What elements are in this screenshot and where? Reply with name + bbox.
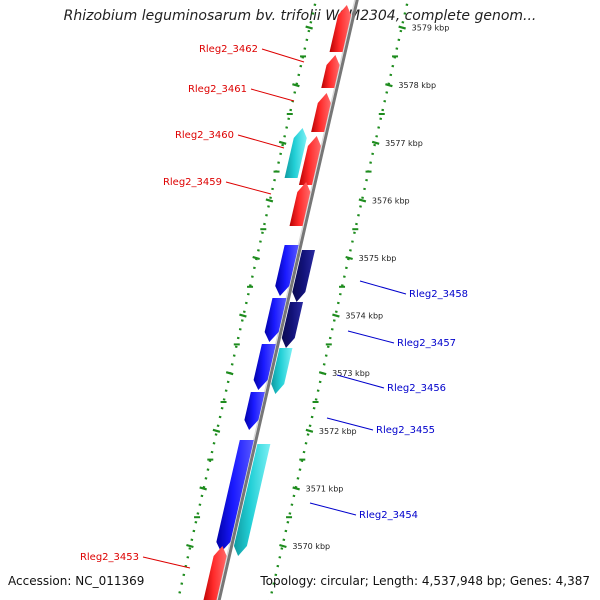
label-leader-line: [250, 88, 295, 102]
gene-label: Rleg2_3457: [397, 338, 456, 349]
scale-tick: [385, 83, 393, 88]
scale-tick-label: 3571 kbp: [306, 484, 344, 493]
scale-tick-label: 3576 kbp: [372, 196, 410, 205]
gene-rleg2-3461: [321, 55, 340, 88]
scale-tick: [318, 371, 327, 376]
gene-rleg2-3459: [289, 182, 311, 226]
gene-rleg2-3455: [244, 392, 265, 430]
gene-label: Rleg2_3460: [175, 130, 234, 141]
gene-label: Rleg2_3456: [387, 383, 446, 394]
gene-label: Rleg2_3453: [80, 552, 139, 563]
gene-rleg2-3458: [292, 250, 315, 302]
scale-tick: [332, 313, 340, 318]
gene-rleg2-3462: [329, 5, 352, 52]
gene-label: Rleg2_3461: [188, 84, 247, 95]
scale-tick-label: 3574 kbp: [345, 312, 383, 321]
scale-tick: [358, 198, 367, 203]
scale-tick-label: 3578 kbp: [398, 81, 436, 90]
scale-tick-label: 3577 kbp: [385, 139, 423, 148]
gene-rleg2-3454: [233, 444, 271, 556]
accession-text: Accession: NC_011369: [8, 574, 145, 588]
label-leader-line: [347, 330, 395, 344]
scale-tick: [186, 543, 194, 549]
gene-cyan-upper: [284, 128, 307, 178]
scale-tick: [292, 83, 300, 88]
scale-tick: [199, 486, 207, 491]
scale-tick-label: 3579 kbp: [412, 24, 450, 33]
backbone-line: [217, 0, 359, 600]
label-leader-line: [142, 556, 191, 569]
gene-blue-2: [264, 298, 287, 342]
scale-tick: [252, 255, 260, 261]
label-leader-line: [336, 374, 385, 389]
label-leader-line: [326, 417, 374, 431]
scale-tick: [279, 543, 287, 549]
scale-tick: [305, 428, 314, 433]
scale-tick: [225, 371, 234, 376]
gene-rleg2-3456: [253, 344, 276, 390]
topology-text: Topology: circular; Length: 4,537,948 bp…: [260, 574, 590, 588]
map-title: Rhizobium leguminosarum bv. trifolii WSM…: [63, 8, 537, 24]
scale-tick-label: 3575 kbp: [359, 254, 397, 263]
scale-tick-label: 3573 kbp: [332, 369, 370, 378]
scale-tick: [371, 140, 380, 145]
gene-label: Rleg2_3454: [359, 510, 418, 521]
scale-tick: [239, 313, 247, 318]
gene-blue-3: [216, 440, 254, 552]
label-leader-line: [261, 48, 305, 63]
gene-label: Rleg2_3455: [376, 425, 435, 436]
label-leader-line: [359, 280, 407, 295]
scale-tick: [265, 198, 274, 203]
scale-tick-label: 3570 kbp: [292, 542, 330, 551]
gene-rleg2-3457: [281, 302, 304, 348]
gene-label: Rleg2_3458: [409, 289, 468, 300]
scale-tick: [305, 25, 313, 30]
scale-tick: [345, 255, 353, 261]
gene-blue-1: [275, 245, 299, 296]
label-leader-line: [309, 502, 357, 516]
gene-rleg2-3453: [203, 546, 227, 600]
gene-rleg2-3460-a: [311, 93, 331, 132]
scale-tick: [278, 140, 287, 145]
scale-tick-label: 3572 kbp: [319, 427, 357, 436]
label-leader-line: [237, 134, 285, 149]
gene-label: Rleg2_3459: [163, 177, 222, 188]
gene-label: Rleg2_3462: [199, 44, 258, 55]
scale-tick: [212, 428, 221, 433]
scale-tick: [398, 25, 406, 30]
scale-tick: [292, 486, 300, 491]
gene-rleg2-3460: [298, 136, 321, 185]
label-leader-line: [225, 181, 272, 195]
gene-cyan-mid: [271, 348, 293, 394]
